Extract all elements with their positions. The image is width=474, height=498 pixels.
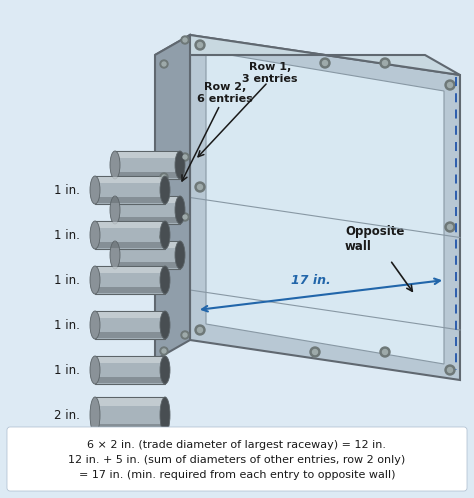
Text: 1 in.: 1 in. [54, 319, 80, 332]
Text: 12 in. + 5 in. (sum of diameters of other entries, row 2 only): 12 in. + 5 in. (sum of diameters of othe… [68, 455, 406, 465]
Bar [115, 241, 180, 269]
Bar [97, 222, 163, 228]
Bar [97, 287, 163, 293]
Circle shape [160, 60, 168, 68]
Bar [95, 221, 165, 249]
Circle shape [183, 333, 187, 337]
Circle shape [181, 153, 189, 161]
Bar [97, 332, 163, 338]
Polygon shape [206, 51, 444, 364]
Circle shape [320, 58, 330, 68]
Circle shape [162, 62, 166, 66]
Circle shape [383, 350, 388, 355]
Text: 1 in.: 1 in. [54, 364, 80, 376]
Ellipse shape [90, 311, 100, 339]
Bar [117, 172, 178, 178]
Bar [97, 267, 163, 273]
Circle shape [195, 40, 205, 50]
Circle shape [162, 175, 166, 179]
Bar [117, 152, 178, 158]
Circle shape [447, 83, 453, 88]
Ellipse shape [90, 221, 100, 249]
Ellipse shape [90, 176, 100, 204]
Circle shape [198, 328, 202, 333]
Bar [97, 357, 163, 364]
Bar [117, 217, 178, 223]
Circle shape [445, 80, 455, 90]
Bar [117, 262, 178, 267]
Circle shape [183, 155, 187, 159]
Bar [95, 397, 165, 433]
Ellipse shape [90, 397, 100, 433]
Circle shape [183, 38, 187, 42]
Circle shape [322, 60, 328, 66]
Circle shape [198, 42, 202, 47]
Text: = 17 in. (min. required from each entry to opposite wall): = 17 in. (min. required from each entry … [79, 470, 395, 480]
Text: 2 in.: 2 in. [54, 408, 80, 421]
Ellipse shape [160, 397, 170, 433]
Ellipse shape [160, 356, 170, 384]
Circle shape [181, 36, 189, 44]
Ellipse shape [175, 196, 185, 224]
Circle shape [445, 365, 455, 375]
Circle shape [195, 325, 205, 335]
Bar [95, 266, 165, 294]
Bar [115, 151, 180, 179]
Circle shape [181, 331, 189, 339]
Ellipse shape [110, 151, 120, 179]
FancyBboxPatch shape [7, 427, 467, 491]
Circle shape [160, 233, 168, 241]
Circle shape [383, 60, 388, 66]
Ellipse shape [160, 221, 170, 249]
Ellipse shape [110, 241, 120, 269]
Bar [97, 197, 163, 203]
Circle shape [162, 235, 166, 239]
Ellipse shape [160, 176, 170, 204]
Circle shape [447, 225, 453, 230]
Ellipse shape [175, 151, 185, 179]
Text: 17 in.: 17 in. [291, 274, 331, 287]
Circle shape [312, 350, 318, 355]
Text: Row 1,
3 entries: Row 1, 3 entries [242, 62, 298, 84]
Text: Row 2,
6 entries: Row 2, 6 entries [197, 82, 253, 104]
Text: 6 × 2 in. (trade diameter of largest raceway) = 12 in.: 6 × 2 in. (trade diameter of largest rac… [88, 440, 386, 450]
Bar [95, 356, 165, 384]
Bar [97, 242, 163, 248]
Bar [97, 312, 163, 318]
Circle shape [183, 215, 187, 219]
Text: Opposite
wall: Opposite wall [345, 225, 404, 253]
Circle shape [380, 58, 390, 68]
Circle shape [447, 368, 453, 373]
Circle shape [195, 182, 205, 192]
Bar [97, 424, 163, 431]
Ellipse shape [160, 266, 170, 294]
Bar [117, 197, 178, 203]
Bar [97, 398, 163, 406]
Text: 1 in.: 1 in. [54, 229, 80, 242]
Polygon shape [190, 35, 460, 380]
Circle shape [380, 347, 390, 357]
Polygon shape [155, 35, 460, 75]
Circle shape [160, 347, 168, 355]
Circle shape [181, 213, 189, 221]
Ellipse shape [90, 266, 100, 294]
Circle shape [160, 173, 168, 181]
Ellipse shape [175, 241, 185, 269]
Bar [95, 311, 165, 339]
Circle shape [445, 222, 455, 232]
Text: 1 in.: 1 in. [54, 183, 80, 197]
Bar [97, 177, 163, 183]
Bar [117, 242, 178, 249]
Bar [95, 176, 165, 204]
Ellipse shape [160, 311, 170, 339]
Circle shape [198, 184, 202, 190]
Circle shape [162, 349, 166, 353]
Polygon shape [155, 35, 190, 360]
Bar [115, 196, 180, 224]
Circle shape [310, 347, 320, 357]
Ellipse shape [90, 356, 100, 384]
Text: 1 in.: 1 in. [54, 273, 80, 286]
Ellipse shape [110, 196, 120, 224]
Bar [97, 377, 163, 382]
